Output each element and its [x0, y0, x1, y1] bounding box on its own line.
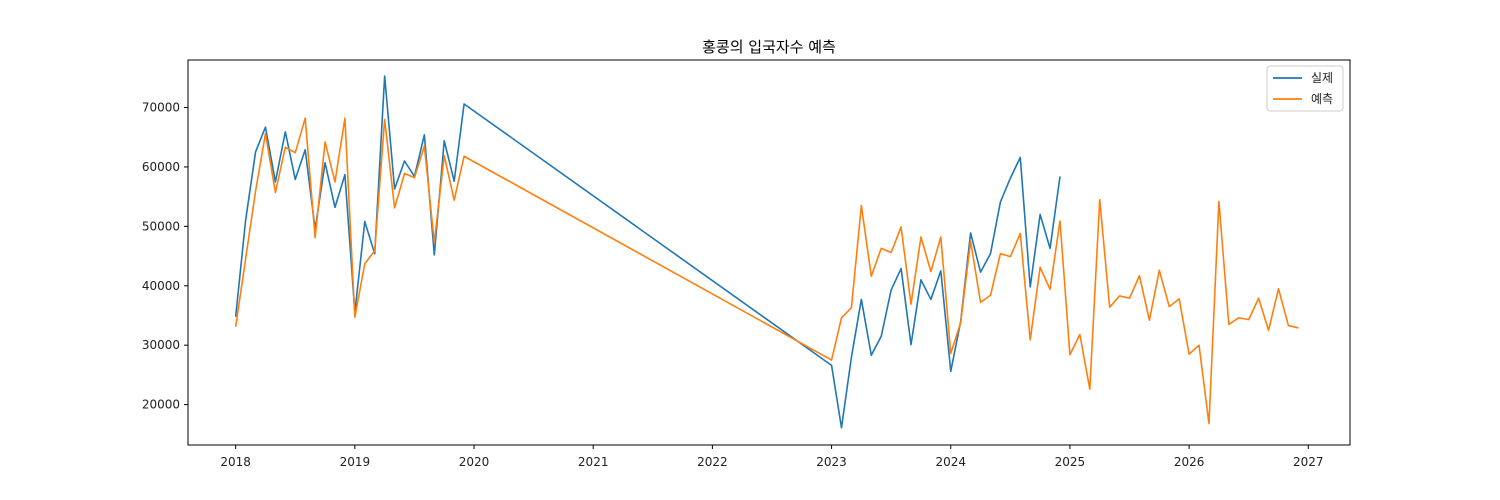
x-tick-label-3: 2021	[578, 455, 609, 469]
x-tick-label-0: 2018	[220, 455, 251, 469]
series-layer	[234, 75, 1299, 429]
plot-area	[187, 59, 1351, 446]
y-tick-label-4: 60000	[142, 160, 180, 174]
y-tick-label-0: 20000	[142, 398, 180, 412]
chart-title: 홍콩의 입국자수 예측	[702, 38, 836, 56]
series-line-1	[234, 117, 1299, 425]
y-tick-label-1: 30000	[142, 338, 180, 352]
x-tick-label-7: 2025	[1055, 455, 1086, 469]
y-axis: 20000 30000 40000 50000 60000 70000	[142, 101, 188, 412]
x-axis: 2018 2019 2020 2021 2022 2023 2024 2025 2026 2027	[220, 445, 1324, 469]
y-tick-label-3: 50000	[142, 219, 180, 233]
x-tick-label-9: 2027	[1293, 455, 1324, 469]
x-tick-label-5: 2023	[816, 455, 847, 469]
y-tick-label-2: 40000	[142, 279, 180, 293]
plot-frame	[187, 59, 1351, 446]
x-tick-label-2: 2020	[459, 455, 490, 469]
x-tick-label-6: 2024	[935, 455, 966, 469]
y-tick-label-5: 70000	[142, 101, 180, 115]
legend-label-1: 예측	[1311, 92, 1333, 106]
x-tick-label-1: 2019	[340, 455, 371, 469]
x-tick-label-8: 2026	[1174, 455, 1205, 469]
x-tick-label-4: 2022	[697, 455, 728, 469]
legend-label-0: 실제	[1311, 71, 1333, 85]
